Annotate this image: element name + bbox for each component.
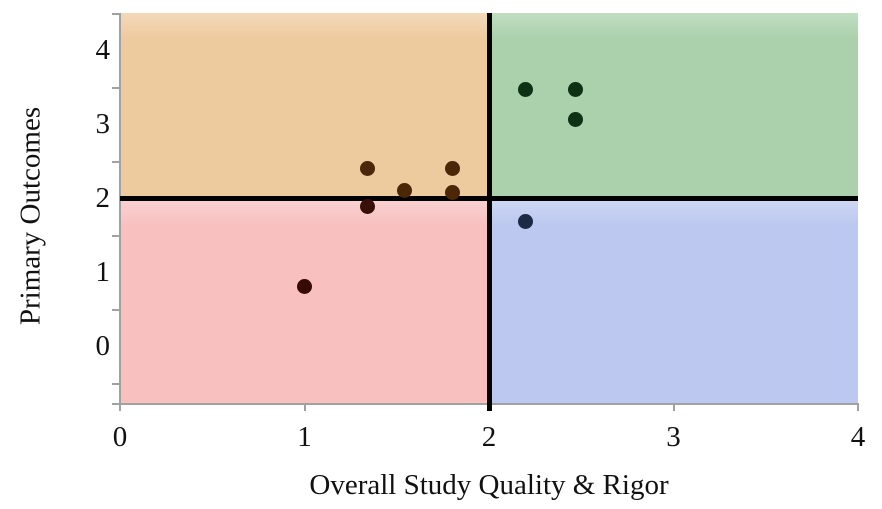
data-point [518, 214, 534, 230]
x-axis-line [112, 403, 858, 405]
data-point [396, 183, 412, 199]
y-tick-label: 1 [95, 255, 111, 288]
data-point [359, 160, 375, 176]
y-axis-line [119, 13, 121, 411]
y-tick-mark [112, 234, 120, 237]
y-tick-mark [112, 12, 120, 15]
y-tick-label: 0 [95, 329, 111, 362]
y-axis-title: Primary Outcomes [14, 106, 47, 326]
x-tick-mark [672, 403, 675, 411]
data-point [444, 184, 460, 200]
y-tick-mark [112, 382, 120, 385]
y-tick-mark [112, 86, 120, 89]
horizontal-divider-line [120, 196, 858, 202]
x-tick-label: 4 [850, 421, 866, 453]
data-point [568, 112, 584, 128]
x-axis-title: Overall Study Quality & Rigor [309, 469, 669, 501]
data-point [568, 81, 584, 97]
x-tick-label: 0 [112, 421, 128, 453]
x-tick-label: 1 [297, 421, 312, 453]
quadrant-lower-left [120, 198, 489, 403]
quadrant-lower-right [489, 198, 858, 403]
x-tick-label: 3 [666, 421, 681, 453]
data-point [297, 278, 312, 294]
x-tick-mark [119, 403, 121, 411]
y-tick-mark [112, 308, 120, 311]
x-tick-label: 2 [481, 421, 497, 453]
vertical-divider-line [486, 13, 492, 411]
y-tick-label: 3 [95, 107, 111, 140]
data-point [444, 160, 460, 176]
quadrant-upper-left [120, 13, 489, 199]
y-tick-label: 4 [95, 33, 111, 66]
data-point [518, 81, 534, 97]
y-tick-label: 2 [95, 181, 111, 214]
x-tick-mark [303, 403, 306, 411]
y-tick-mark [112, 160, 120, 163]
x-tick-mark [857, 403, 859, 411]
data-point [359, 199, 375, 215]
quadrant-upper-right [489, 13, 858, 199]
